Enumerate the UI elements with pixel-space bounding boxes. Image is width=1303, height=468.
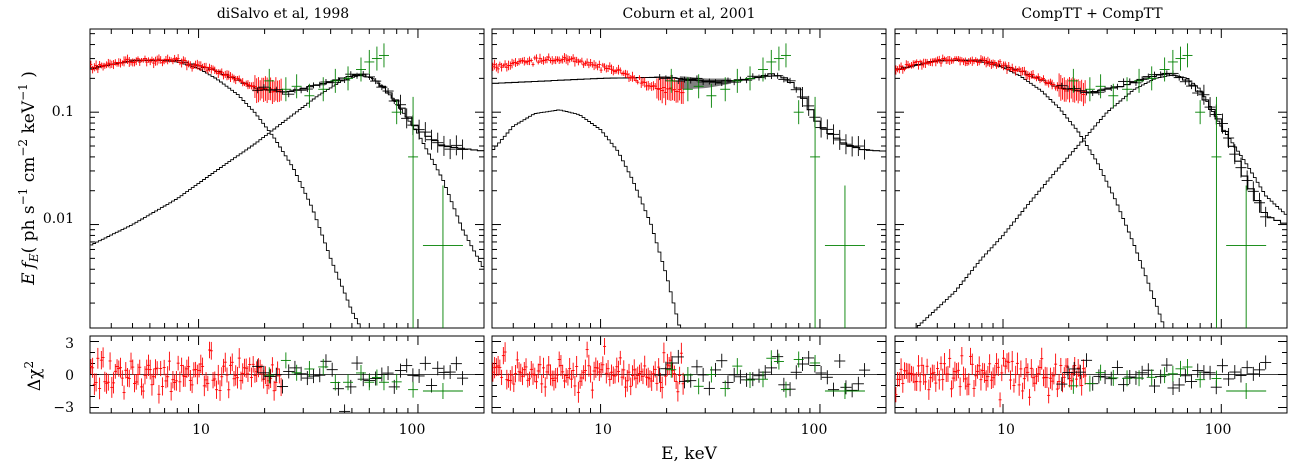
model-component-hard-bump: [90, 74, 484, 268]
panel-3: [894, 28, 1288, 414]
x-tick-label-100-panel-3: 100: [1205, 422, 1232, 438]
spectrum-frame-panel-3: [894, 28, 1288, 329]
spectrum-frame-panel-1: [89, 28, 485, 329]
model-component-soft-bump: [492, 109, 886, 328]
panel-title-1: diSalvo et al, 1998: [217, 6, 349, 22]
residual-area: [492, 338, 871, 403]
model-component-soft-bump: [90, 59, 484, 328]
model-component-hard-bump: [895, 74, 1287, 328]
x-tick-label-100-panel-2: 100: [801, 422, 828, 438]
x-tick-label-10-panel-2: 10: [594, 422, 612, 438]
y-axis-label-bottom: Δχ2: [22, 361, 45, 391]
panel-1: [89, 28, 485, 414]
resid-tick-label-0: 0: [65, 368, 74, 384]
x-tick-label-10-panel-3: 10: [997, 422, 1015, 438]
spectrum-area: [492, 43, 886, 328]
panel-2: [491, 28, 887, 414]
spectrum-frame-panel-2: [491, 28, 887, 329]
y-tick-label-0.1: 0.1: [52, 104, 74, 120]
spectrum-area: [895, 43, 1287, 328]
x-tick-label-10-panel-1: 10: [192, 422, 210, 438]
resid-tick-label-minus3: −3: [53, 400, 74, 416]
panel-title-3: CompTT + CompTT: [1021, 6, 1163, 22]
y-tick-label-0.01: 0.01: [43, 211, 74, 227]
y-axis-label-top: EfE( ph s−1 cm−2 keV−1 ): [16, 71, 41, 286]
model-component-soft-bump: [895, 59, 1287, 328]
residual-area: [895, 346, 1272, 408]
residual-area: [90, 341, 469, 413]
panel-title-2: Coburn et al, 2001: [623, 6, 756, 22]
resid-tick-label-3: 3: [65, 336, 74, 352]
spectrum-area: [90, 43, 484, 328]
x-tick-label-100-panel-1: 100: [399, 422, 426, 438]
x-axis-label: E, keV: [661, 444, 718, 464]
